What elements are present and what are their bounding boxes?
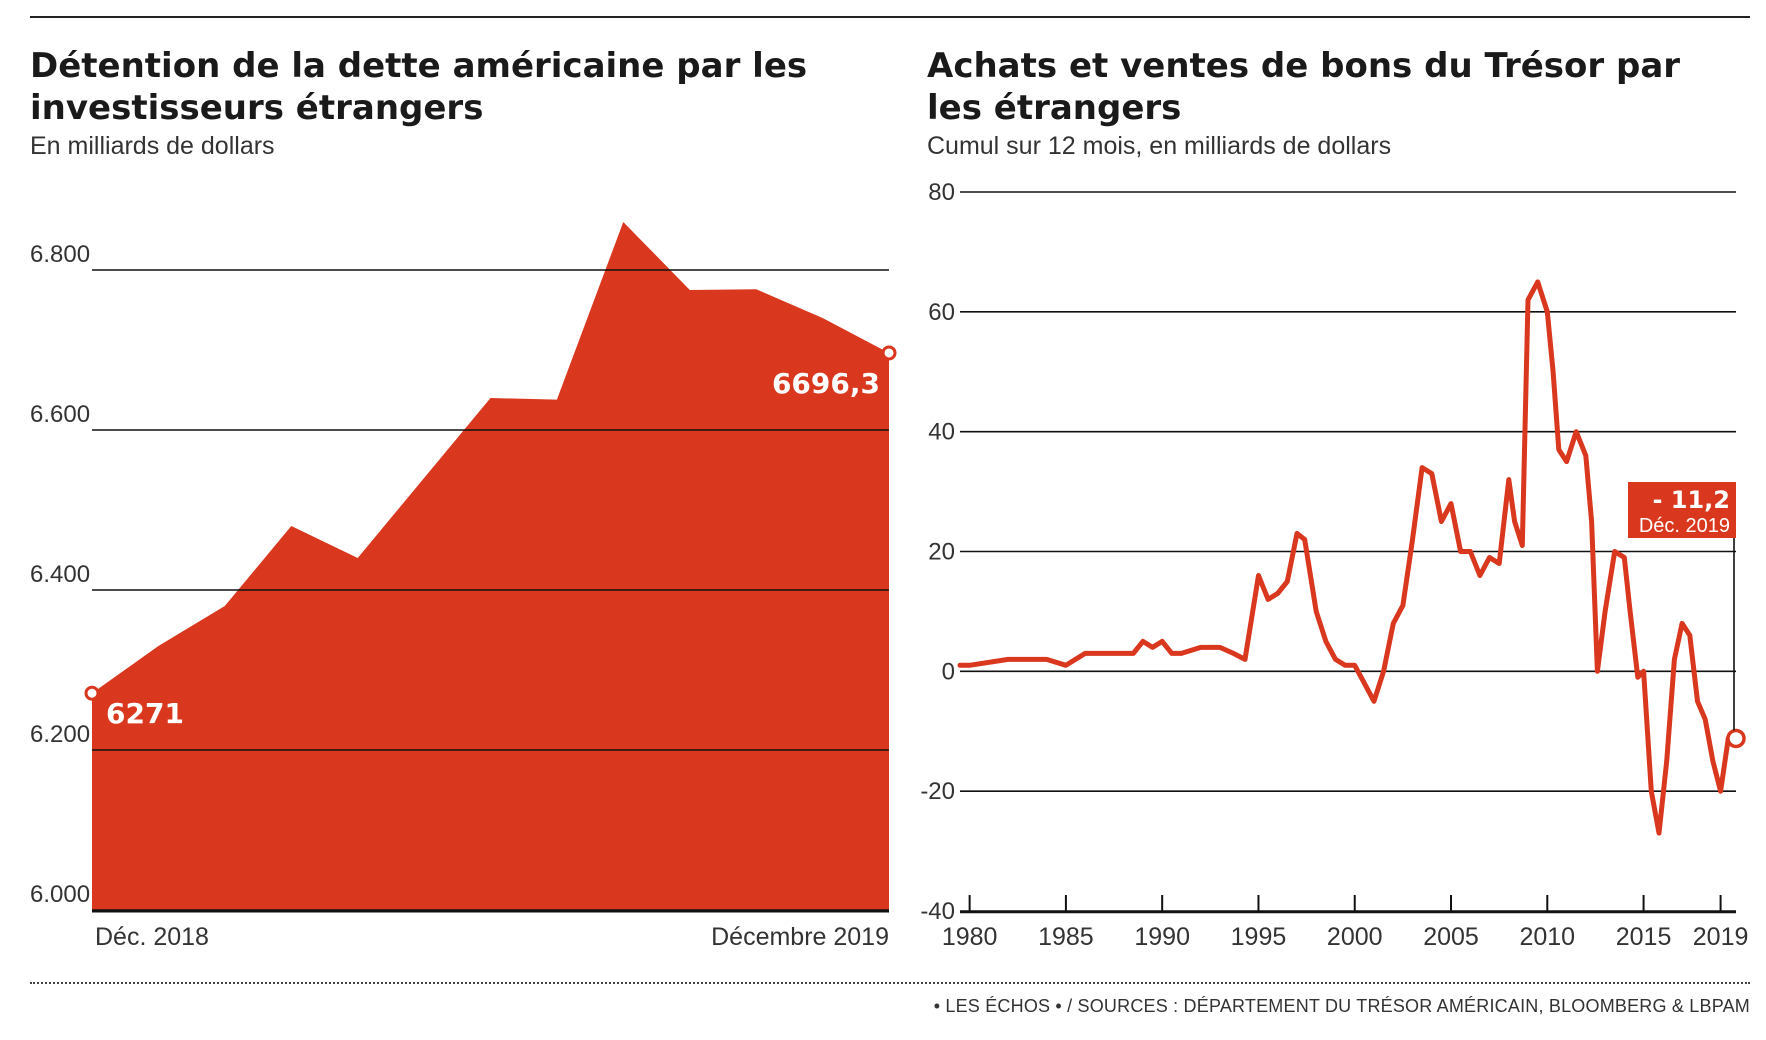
- x-label-end: Décembre 2019: [711, 923, 889, 951]
- left-chart-title: Détention de la dette américaine par les…: [30, 46, 808, 128]
- x-tick-label: 2000: [1327, 923, 1383, 951]
- y-tick-label: 20: [928, 539, 955, 566]
- latest-point-marker: [1726, 728, 1746, 749]
- x-tick-label: 1980: [942, 923, 998, 951]
- series-line: [957, 279, 1739, 836]
- callout-box: [1628, 482, 1736, 538]
- source-credit: • LES ÉCHOS • / SOURCES : DÉPARTEMENT DU…: [933, 996, 1750, 1016]
- right-line-chart: -40 -20 0 20 40 60 80 1980 1985 1990 1995 2000 2005 2…: [920, 179, 1749, 951]
- y-tick-label: -20: [920, 778, 955, 805]
- bottom-dotted-rule: [30, 982, 1750, 984]
- right-chart-subtitle: Cumul sur 12 mois, en milliards de dolla…: [927, 132, 1392, 160]
- y-tick-label: -40: [920, 898, 955, 925]
- y-tick-label: 40: [928, 419, 955, 446]
- debt-area: [92, 222, 889, 910]
- end-value-label: 6696,3: [772, 367, 880, 400]
- start-point-marker: [84, 685, 100, 701]
- x-tick-label: 2019: [1693, 923, 1749, 951]
- y-tick-label: 6.600: [30, 401, 90, 428]
- y-tick-label: 6.800: [30, 241, 90, 268]
- y-tick-label: 0: [942, 658, 955, 685]
- x-tick-label: 1990: [1134, 923, 1190, 951]
- y-tick-label: 6.000: [30, 881, 90, 908]
- callout-date: Déc. 2019: [1639, 515, 1730, 537]
- end-point-marker: [881, 345, 897, 361]
- start-value-label: 6271: [106, 697, 184, 730]
- y-tick-label: 6.200: [30, 721, 90, 748]
- x-tick-label: 2015: [1616, 923, 1672, 951]
- x-tick-label: 2005: [1423, 923, 1479, 951]
- left-chart-subtitle: En milliards de dollars: [30, 132, 275, 160]
- callout-value: - 11,2: [1652, 486, 1730, 514]
- x-tick-label: 2010: [1519, 923, 1575, 951]
- right-chart-title: Achats et ventes de bons du Trésor par l…: [927, 46, 1681, 128]
- top-rule: [30, 16, 1750, 18]
- left-area-chart: 6.000 6.200 6.400 6.600 6.800 Déc. 2018 Décemb…: [30, 222, 897, 951]
- x-tick-label: 1985: [1038, 923, 1094, 951]
- x-label-start: Déc. 2018: [95, 923, 209, 951]
- x-tick-label: 1995: [1231, 923, 1287, 951]
- y-tick-label: 80: [928, 179, 955, 206]
- y-tick-label: 6.400: [30, 561, 90, 588]
- y-tick-label: 60: [928, 299, 955, 326]
